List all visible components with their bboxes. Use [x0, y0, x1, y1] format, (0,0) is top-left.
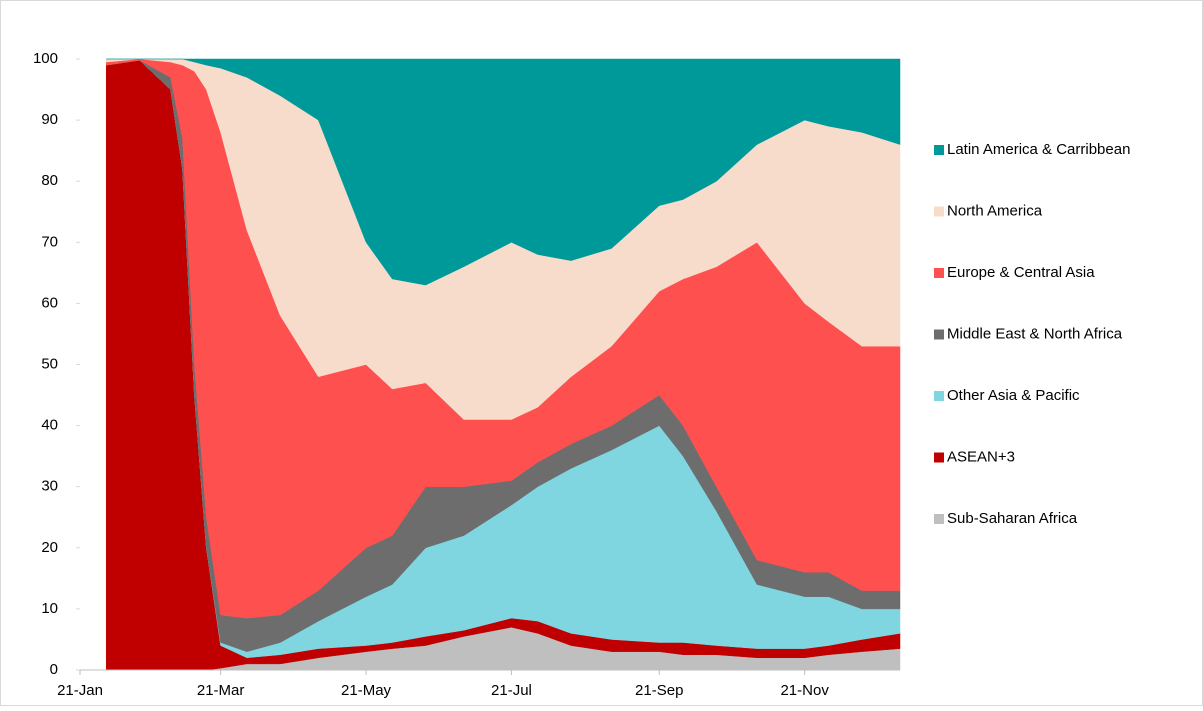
area	[106, 58, 901, 286]
legend-swatch	[934, 391, 944, 401]
y-tick-label: 70	[41, 233, 58, 250]
axes: 0 10 20 30 40 50 60 70 80 90 100 21-Jan 21-Mar 21-May…	[33, 50, 900, 699]
x-tick-label: 21-Jan	[57, 682, 103, 699]
y-tick-label: 10	[41, 600, 58, 617]
legend-swatch	[934, 514, 944, 524]
x-tick-label: 21-Mar	[197, 682, 245, 699]
legend-label: Europe & Central Asia	[947, 264, 1095, 281]
legend-swatch	[934, 268, 944, 278]
x-tick-label: 21-Sep	[635, 682, 683, 699]
y-tick-label: 40	[41, 417, 58, 434]
legend-swatch	[934, 206, 944, 217]
y-tick-label: 90	[41, 111, 58, 128]
y-tick-label: 50	[41, 355, 58, 372]
legend-swatch	[934, 145, 944, 155]
y-tick-label: 60	[41, 294, 58, 311]
y-tick-label: 100	[33, 50, 58, 67]
legend-label: Sub-Saharan Africa	[947, 510, 1078, 527]
legend-label: Latin America & Carribbean	[947, 141, 1130, 158]
legend-label: Other Asia & Pacific	[947, 387, 1080, 404]
y-tick-label: 0	[50, 661, 58, 678]
legend-label: ASEAN+3	[947, 448, 1015, 465]
y-tick-label: 20	[41, 539, 58, 556]
legend-swatch	[934, 329, 944, 340]
x-tick-label: 21-May	[341, 682, 392, 699]
legend-label: Middle East & North Africa	[947, 325, 1123, 342]
y-tick-label: 30	[41, 478, 58, 495]
legend-label: North America	[947, 202, 1043, 219]
x-tick-label: 21-Jul	[491, 682, 532, 699]
legend-swatch	[934, 452, 944, 463]
x-tick-label: 21-Nov	[780, 682, 829, 699]
y-tick-label: 80	[41, 172, 58, 189]
plot-area	[105, 58, 901, 671]
legend: Sub-Saharan Africa ASEAN+3 Other Asia & Pa…	[934, 141, 1130, 527]
